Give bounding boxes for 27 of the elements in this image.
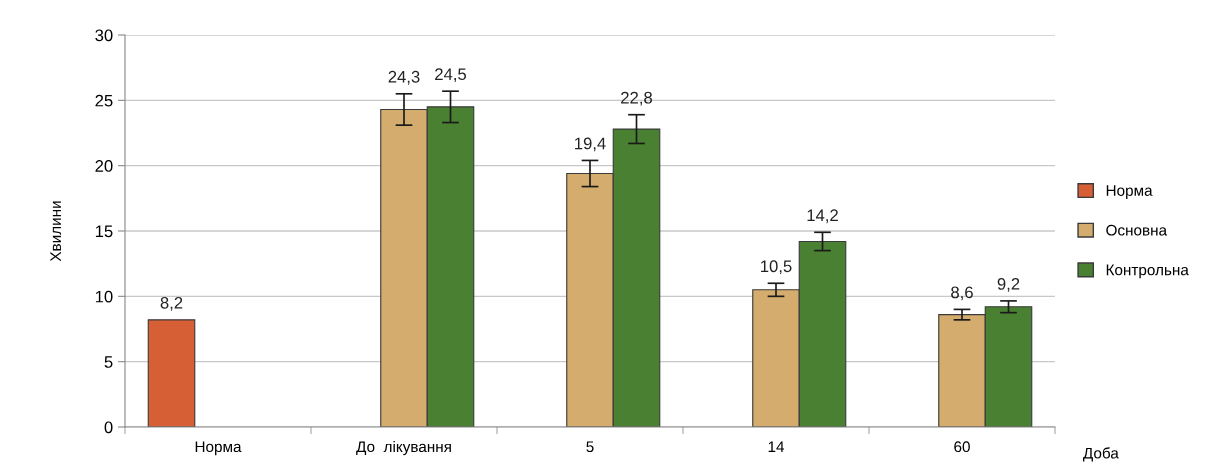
y-tick-label: 20 (95, 160, 113, 172)
y-tick-label: 10 (95, 290, 113, 303)
x-tick-label: До лікування (356, 440, 451, 456)
data-label: 8,6 (951, 286, 973, 301)
data-label: 14,2 (807, 209, 838, 224)
legend-label: Основна (1106, 224, 1168, 236)
x-tick-label: 60 (954, 441, 970, 453)
x-axis-title: Доба (1083, 447, 1119, 462)
data-label: 9,2 (997, 277, 1020, 292)
y-tick-label: 0 (104, 421, 113, 434)
legend-label: Контрольна (1106, 264, 1189, 279)
data-label: 22,8 (621, 91, 652, 106)
data-label: 24,5 (435, 68, 467, 83)
y-tick-label: 25 (95, 94, 113, 107)
y-tick-label: 5 (104, 356, 113, 368)
y-axis-title: Хвилини (50, 201, 62, 262)
x-tick-label: 5 (586, 441, 594, 453)
data-label: 8,2 (160, 296, 183, 311)
data-label: 10,5 (761, 260, 792, 275)
x-tick-label: 14 (768, 441, 785, 452)
data-label: 19,4 (575, 137, 606, 152)
legend-label: Норма (1106, 185, 1153, 199)
y-tick-label: 30 (95, 29, 113, 42)
bar (147, 319, 196, 427)
x-tick-label: Норма (195, 441, 242, 456)
y-tick-label: 15 (95, 225, 113, 238)
data-label: 24,3 (388, 70, 420, 85)
